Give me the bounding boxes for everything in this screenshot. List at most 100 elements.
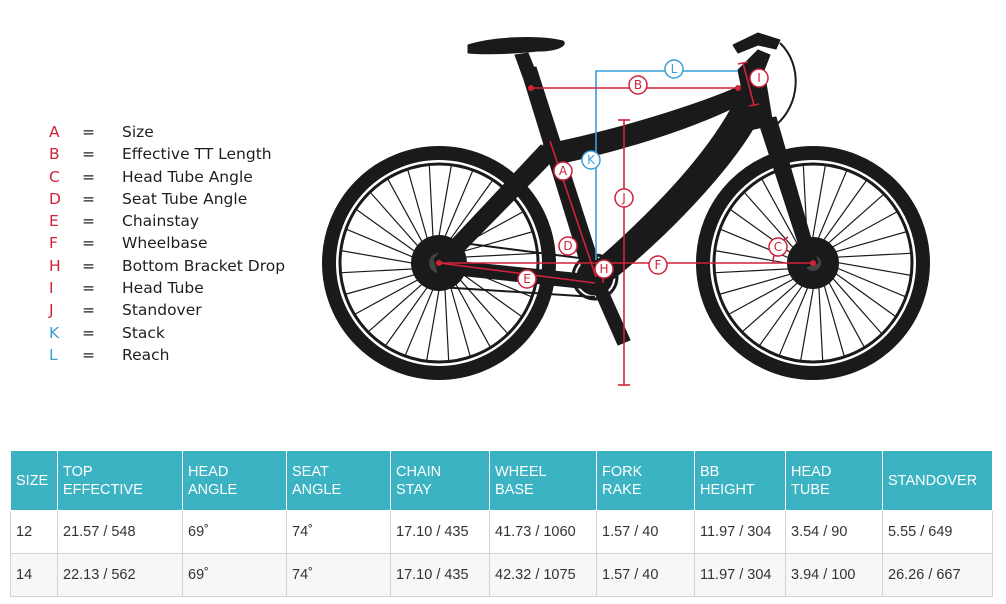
chain bbox=[438, 239, 596, 298]
legend-item: B = Effective TT Length bbox=[44, 143, 304, 165]
legend-description: Reach bbox=[122, 345, 170, 364]
legend-key: E bbox=[49, 212, 59, 231]
legend-item: D = Seat Tube Angle bbox=[44, 188, 304, 210]
svg-text:F: F bbox=[655, 258, 662, 272]
legend-key: F bbox=[49, 234, 58, 253]
dimension-label-e: E bbox=[517, 269, 537, 289]
legend-equals: = bbox=[82, 301, 95, 320]
legend-equals: = bbox=[82, 234, 95, 253]
dimension-label-b: B bbox=[628, 75, 648, 95]
table-cell: 41.73 / 1060 bbox=[489, 510, 597, 554]
table-cell: 74˚ bbox=[286, 553, 391, 597]
legend-equals: = bbox=[82, 345, 95, 364]
table-row: 12 21.57 / 548 69˚ 74˚ 17.10 / 435 41.73 / 10… bbox=[10, 510, 993, 554]
table-cell: 14 bbox=[10, 553, 58, 597]
legend-item: I = Head Tube bbox=[44, 277, 304, 299]
legend-description: Effective TT Length bbox=[122, 145, 272, 164]
dimension-label-a: A bbox=[553, 161, 573, 181]
dimension-lines bbox=[438, 61, 813, 386]
legend-key: H bbox=[49, 256, 61, 275]
legend-item: A = Size bbox=[44, 121, 304, 143]
svg-text:C: C bbox=[774, 240, 782, 254]
legend-description: Standover bbox=[122, 301, 202, 320]
column-header: CHAIN STAY bbox=[390, 450, 490, 511]
dimension-label-c: C bbox=[768, 237, 788, 257]
legend-equals: = bbox=[82, 212, 95, 231]
svg-text:H: H bbox=[599, 262, 608, 276]
table-cell: 21.57 / 548 bbox=[57, 510, 183, 554]
legend-description: Wheelbase bbox=[122, 234, 208, 253]
table-cell: 3.54 / 90 bbox=[785, 510, 883, 554]
column-header: FORK RAKE bbox=[596, 450, 695, 511]
legend-item: C = Head Tube Angle bbox=[44, 166, 304, 188]
legend-item: H = Bottom Bracket Drop bbox=[44, 255, 304, 277]
legend-key: J bbox=[49, 301, 54, 320]
dimension-label-f: F bbox=[648, 255, 668, 275]
table-cell: 1.57 / 40 bbox=[596, 553, 695, 597]
svg-text:E: E bbox=[523, 272, 531, 286]
dimension-label-d: D bbox=[558, 236, 578, 256]
table-cell: 11.97 / 304 bbox=[694, 510, 786, 554]
legend-equals: = bbox=[82, 323, 95, 342]
legend-equals: = bbox=[82, 256, 95, 275]
dimension-label-l: L bbox=[664, 59, 684, 79]
legend-item: E = Chainstay bbox=[44, 210, 304, 232]
legend-key: A bbox=[49, 123, 60, 141]
table-cell: 17.10 / 435 bbox=[390, 553, 490, 597]
legend-equals: = bbox=[82, 123, 95, 141]
legend-key: I bbox=[49, 279, 54, 298]
legend-key: C bbox=[49, 167, 60, 186]
legend-description: Bottom Bracket Drop bbox=[122, 256, 286, 275]
legend-item: F = Wheelbase bbox=[44, 232, 304, 254]
legend-description: Seat Tube Angle bbox=[122, 189, 248, 208]
legend-key: D bbox=[49, 189, 61, 208]
legend-description: Head Tube Angle bbox=[122, 167, 253, 186]
table-cell: 5.55 / 649 bbox=[882, 510, 993, 554]
svg-text:I: I bbox=[757, 71, 761, 85]
legend-description: Stack bbox=[122, 323, 165, 342]
table-cell: 69˚ bbox=[182, 510, 287, 554]
column-header: WHEEL BASE bbox=[489, 450, 597, 511]
column-header: SEAT ANGLE bbox=[286, 450, 391, 511]
brake-cable bbox=[775, 42, 797, 126]
dimension-label-h: H bbox=[594, 259, 614, 279]
legend-equals: = bbox=[82, 145, 95, 164]
geometry-table: SIZE TOP EFFECTIVE HEAD ANGLE SEAT ANGLE CHA… bbox=[10, 450, 993, 597]
table-cell: 11.97 / 304 bbox=[694, 553, 786, 597]
legend-equals: = bbox=[82, 167, 95, 186]
table-cell: 22.13 / 562 bbox=[57, 553, 183, 597]
legend-key: L bbox=[49, 345, 58, 364]
legend-key: B bbox=[49, 145, 60, 164]
legend-description: Head Tube bbox=[122, 279, 204, 298]
legend-key: K bbox=[49, 323, 60, 342]
column-header: SIZE bbox=[10, 450, 58, 511]
dimension-label-j: J bbox=[614, 188, 634, 208]
table-cell: 3.94 / 100 bbox=[785, 553, 883, 597]
svg-text:D: D bbox=[563, 239, 572, 253]
column-header: BB HEIGHT bbox=[694, 450, 786, 511]
column-header: HEAD ANGLE bbox=[182, 450, 287, 511]
svg-text:B: B bbox=[634, 78, 642, 92]
table-header-row: SIZE TOP EFFECTIVE HEAD ANGLE SEAT ANGLE CHA… bbox=[10, 450, 993, 511]
front-chainring bbox=[571, 253, 619, 301]
legend-item: K = Stack bbox=[44, 322, 304, 344]
bike-geometry-diagram: A B C D E F H I J K L bbox=[322, 32, 930, 386]
column-header: TOP EFFECTIVE bbox=[57, 450, 183, 511]
table-cell: 1.57 / 40 bbox=[596, 510, 695, 554]
legend-description: Chainstay bbox=[122, 212, 200, 231]
legend-equals: = bbox=[82, 189, 95, 208]
legend-item: J = Standover bbox=[44, 299, 304, 321]
svg-text:J: J bbox=[621, 191, 626, 205]
svg-text:K: K bbox=[587, 153, 596, 167]
svg-text:L: L bbox=[671, 62, 678, 76]
column-header: STANDOVER bbox=[882, 450, 993, 511]
table-cell: 17.10 / 435 bbox=[390, 510, 490, 554]
legend-description: Size bbox=[122, 123, 154, 141]
legend-equals: = bbox=[82, 279, 95, 298]
dimension-label-k: K bbox=[581, 150, 601, 170]
svg-text:A: A bbox=[559, 164, 568, 178]
geometry-legend: A = Size B = Effective TT Length C = Head Tube A… bbox=[44, 121, 304, 366]
table-cell: 74˚ bbox=[286, 510, 391, 554]
table-cell: 42.32 / 1075 bbox=[489, 553, 597, 597]
table-cell: 26.26 / 667 bbox=[882, 553, 993, 597]
